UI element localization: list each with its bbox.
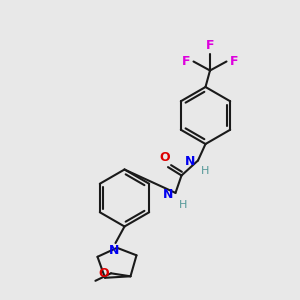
Text: F: F [230,55,238,68]
Text: H: H [179,200,187,209]
Text: N: N [163,188,173,201]
Text: O: O [159,151,170,164]
Text: F: F [182,55,190,68]
Text: H: H [201,166,210,176]
Text: F: F [206,39,214,52]
Text: N: N [109,244,119,257]
Text: O: O [98,267,109,280]
Text: N: N [185,154,196,168]
